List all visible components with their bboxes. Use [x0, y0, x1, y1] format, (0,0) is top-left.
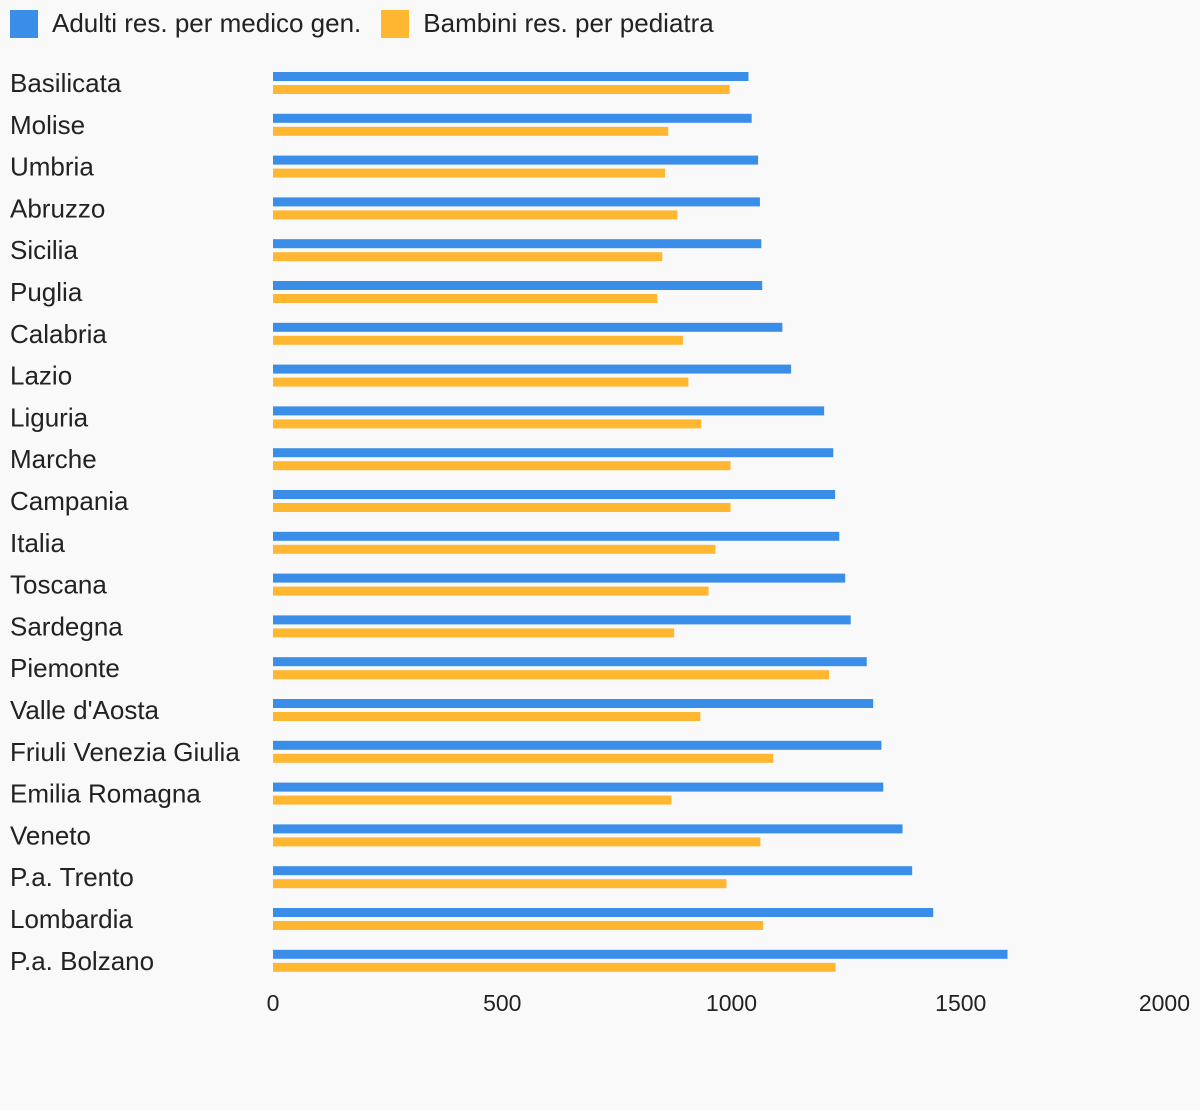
- bar-adulti-marche[interactable]: [273, 448, 834, 458]
- bar-adulti-veneto[interactable]: [273, 824, 903, 834]
- bar-bambini-basilicata[interactable]: [273, 85, 730, 94]
- category-label-sicilia: Sicilia: [10, 235, 78, 265]
- category-label-sardegna: Sardegna: [10, 611, 123, 641]
- bar-bambini-veneto[interactable]: [273, 837, 761, 847]
- bar-adulti-abruzzo[interactable]: [273, 197, 760, 207]
- bar-bambini-lombardia[interactable]: [273, 921, 764, 930]
- bar-adulti-puglia[interactable]: [273, 281, 763, 290]
- category-label-umbria: Umbria: [10, 152, 94, 182]
- category-label-emilia-romagna: Emilia Romagna: [10, 779, 201, 809]
- category-label-friuli-venezia-giulia: Friuli Venezia Giulia: [10, 737, 240, 767]
- bar-adulti-molise[interactable]: [273, 113, 752, 123]
- bar-adulti-p-a-trento[interactable]: [273, 866, 913, 876]
- bar-adulti-lazio[interactable]: [273, 364, 792, 374]
- bar-bambini-molise[interactable]: [273, 126, 669, 136]
- bar-bambini-abruzzo[interactable]: [273, 210, 678, 220]
- category-label-p-a-trento: P.a. Trento: [10, 862, 134, 892]
- legend: Adulti res. per medico gen. Bambini res.…: [10, 8, 734, 39]
- bar-bambini-marche[interactable]: [273, 461, 731, 471]
- category-label-piemonte: Piemonte: [10, 653, 120, 683]
- bar-adulti-campania[interactable]: [273, 490, 836, 499]
- category-label-italia: Italia: [10, 528, 65, 558]
- category-label-marche: Marche: [10, 444, 97, 474]
- bar-bambini-campania[interactable]: [273, 503, 731, 512]
- bar-bambini-umbria[interactable]: [273, 168, 666, 178]
- bar-adulti-piemonte[interactable]: [273, 657, 867, 667]
- bar-bambini-friuli-venezia-giulia[interactable]: [273, 753, 774, 763]
- legend-label-adulti: Adulti res. per medico gen.: [52, 8, 362, 38]
- category-label-basilicata: Basilicata: [10, 68, 122, 98]
- bar-bambini-calabria[interactable]: [273, 335, 683, 345]
- x-tick-label-0: 0: [267, 990, 280, 1016]
- legend-swatch-bambini: [381, 9, 410, 38]
- category-label-molise: Molise: [10, 110, 85, 140]
- bar-bambini-liguria[interactable]: [273, 419, 702, 429]
- bar-bambini-lazio[interactable]: [273, 377, 689, 387]
- bar-adulti-valle-d-aosta[interactable]: [273, 699, 874, 708]
- bar-bambini-sicilia[interactable]: [273, 252, 663, 262]
- category-label-p-a-bolzano: P.a. Bolzano: [10, 946, 154, 976]
- category-label-campania: Campania: [10, 486, 129, 516]
- legend-swatch-adulti: [10, 9, 38, 38]
- bar-bambini-italia[interactable]: [273, 544, 716, 554]
- bar-adulti-friuli-venezia-giulia[interactable]: [273, 740, 882, 750]
- bar-adulti-p-a-bolzano[interactable]: [273, 949, 1008, 959]
- bar-bambini-sardegna[interactable]: [273, 628, 675, 638]
- legend-item-bambini[interactable]: Bambini res. per pediatra: [381, 8, 714, 39]
- bar-adulti-sicilia[interactable]: [273, 239, 762, 249]
- category-label-calabria: Calabria: [10, 319, 107, 349]
- bar-bambini-p-a-trento[interactable]: [273, 879, 727, 889]
- bar-adulti-liguria[interactable]: [273, 406, 825, 416]
- x-tick-label-2000: 2000: [1139, 990, 1190, 1016]
- bar-adulti-sardegna[interactable]: [273, 615, 851, 625]
- category-label-lazio: Lazio: [10, 361, 72, 391]
- bar-adulti-toscana[interactable]: [273, 573, 846, 583]
- bar-bambini-emilia-romagna[interactable]: [273, 795, 672, 805]
- x-tick-label-1000: 1000: [706, 990, 757, 1016]
- x-tick-label-500: 500: [483, 990, 521, 1016]
- category-label-liguria: Liguria: [10, 402, 89, 432]
- category-label-puglia: Puglia: [10, 277, 83, 307]
- bar-adulti-emilia-romagna[interactable]: [273, 782, 884, 792]
- bar-bambini-puglia[interactable]: [273, 294, 658, 303]
- bar-adulti-italia[interactable]: [273, 531, 840, 541]
- legend-label-bambini: Bambini res. per pediatra: [423, 8, 714, 38]
- bar-bambini-valle-d-aosta[interactable]: [273, 712, 701, 721]
- bar-bambini-toscana[interactable]: [273, 586, 709, 596]
- bar-adulti-umbria[interactable]: [273, 155, 759, 165]
- category-label-toscana: Toscana: [10, 570, 107, 600]
- legend-item-adulti[interactable]: Adulti res. per medico gen.: [10, 8, 361, 39]
- bar-adulti-lombardia[interactable]: [273, 908, 934, 917]
- bar-adulti-calabria[interactable]: [273, 322, 783, 332]
- category-label-lombardia: Lombardia: [10, 904, 133, 934]
- bar-bambini-piemonte[interactable]: [273, 670, 830, 680]
- category-label-veneto: Veneto: [10, 820, 91, 850]
- category-label-abruzzo: Abruzzo: [10, 193, 105, 223]
- x-tick-label-1500: 1500: [935, 990, 986, 1016]
- category-label-valle-d-aosta: Valle d'Aosta: [10, 695, 160, 725]
- bar-adulti-basilicata[interactable]: [273, 72, 749, 81]
- bar-bambini-p-a-bolzano[interactable]: [273, 962, 836, 972]
